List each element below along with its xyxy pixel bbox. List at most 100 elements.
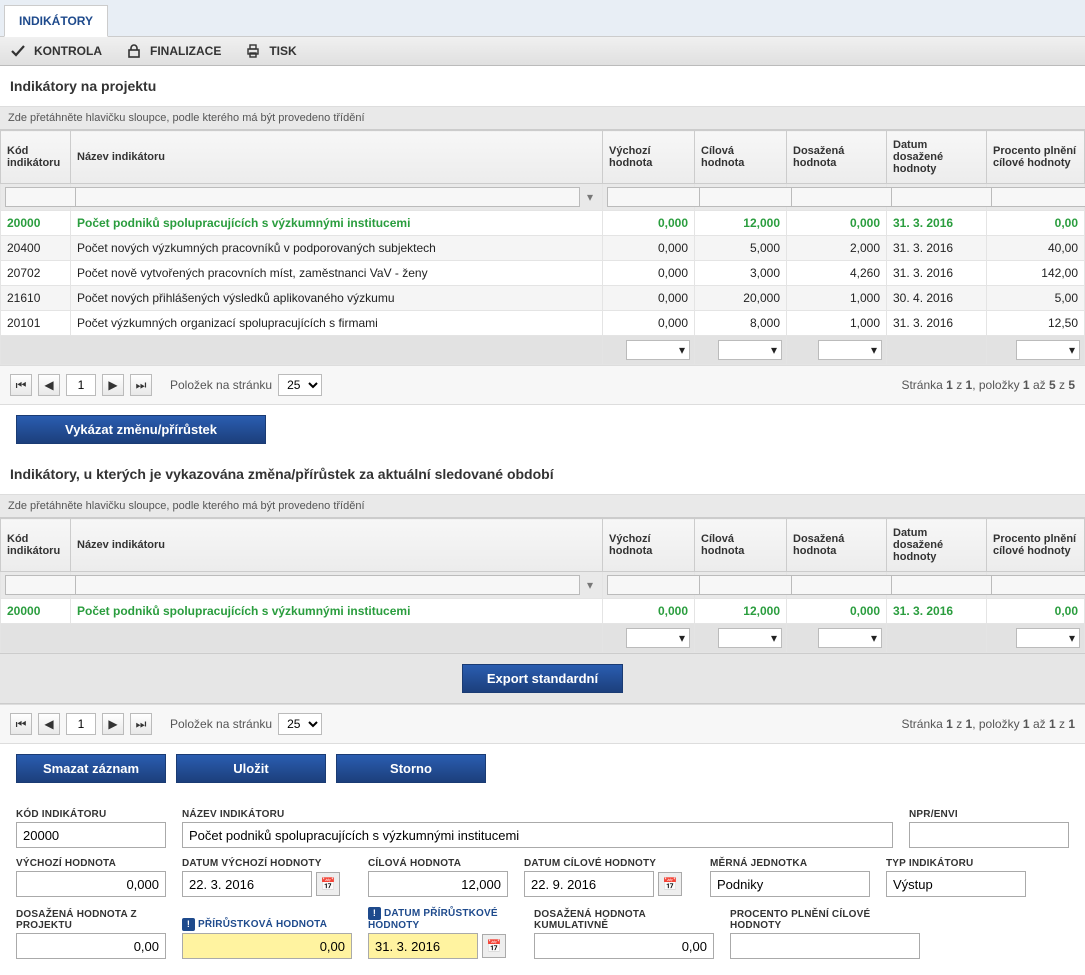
toolbar-finalizace[interactable]: FINALIZACE bbox=[126, 43, 221, 59]
pager-next[interactable]: ▶ bbox=[102, 374, 124, 396]
pager-first[interactable]: ⏮ bbox=[10, 374, 32, 396]
col-cilova[interactable]: Cílová hodnota bbox=[695, 131, 787, 184]
pager-page-input[interactable] bbox=[66, 713, 96, 735]
pager-prev[interactable]: ◀ bbox=[38, 713, 60, 735]
cell-dosazena: 2,000 bbox=[787, 236, 887, 261]
drag-hint: Zde přetáhněte hlavičku sloupce, podle k… bbox=[0, 107, 1085, 130]
col-datum[interactable]: Datum dosažené hodnoty bbox=[887, 131, 987, 184]
pager-size-select[interactable]: 25 bbox=[278, 713, 322, 735]
cell-datum: 31. 3. 2016 bbox=[887, 311, 987, 336]
table-row[interactable]: 20702Počet nově vytvořených pracovních m… bbox=[1, 261, 1085, 286]
footer-dropdown[interactable]: ▾ bbox=[626, 628, 690, 648]
footer-dropdown[interactable]: ▾ bbox=[718, 340, 782, 360]
col-kod[interactable]: Kód indikátoru bbox=[1, 131, 71, 184]
storno-button[interactable]: Storno bbox=[336, 754, 486, 783]
calendar-icon[interactable]: 📅 bbox=[658, 872, 682, 896]
pager-last[interactable]: ⏭ bbox=[130, 374, 152, 396]
export-button[interactable]: Export standardní bbox=[462, 664, 623, 693]
pager-next[interactable]: ▶ bbox=[102, 713, 124, 735]
label-kod: KÓD INDIKÁTORU bbox=[16, 809, 166, 820]
toolbar-kontrola[interactable]: KONTROLA bbox=[10, 43, 102, 59]
filter-icon[interactable]: ▾ bbox=[582, 187, 598, 207]
table-row[interactable]: 20000Počet podniků spolupracujících s vý… bbox=[1, 211, 1085, 236]
pager-2: ⏮ ◀ ▶ ⏭ Položek na stránku 25 Stránka 1 … bbox=[0, 704, 1085, 744]
footer-dropdown[interactable]: ▾ bbox=[1016, 340, 1080, 360]
input-typ[interactable] bbox=[886, 871, 1026, 897]
cell-procento: 40,00 bbox=[987, 236, 1085, 261]
toolbar-label: FINALIZACE bbox=[150, 44, 221, 58]
toolbar-tisk[interactable]: TISK bbox=[245, 43, 296, 59]
cell-vychozi: 0,000 bbox=[603, 261, 695, 286]
input-npr[interactable] bbox=[909, 822, 1069, 848]
col-kod[interactable]: Kód indikátoru bbox=[1, 519, 71, 572]
footer-dropdown[interactable]: ▾ bbox=[818, 628, 882, 648]
table-row[interactable]: 20101Počet výzkumných organizací spolupr… bbox=[1, 311, 1085, 336]
input-datvych[interactable] bbox=[182, 871, 312, 897]
col-procento[interactable]: Procento plnění cílové hodnoty bbox=[987, 131, 1085, 184]
label-datprir: !DATUM PŘÍRŮSTKOVÉ HODNOTY bbox=[368, 907, 518, 931]
input-merna[interactable] bbox=[710, 871, 870, 897]
cell-vychozi: 0,000 bbox=[603, 311, 695, 336]
filter-input[interactable] bbox=[75, 575, 580, 595]
table-row[interactable]: 20000Počet podniků spolupracujících s vý… bbox=[1, 599, 1085, 624]
input-datcil[interactable] bbox=[524, 871, 654, 897]
cell-nazev: Počet výzkumných organizací spolupracují… bbox=[71, 311, 603, 336]
input-proc[interactable] bbox=[730, 933, 920, 959]
input-nazev[interactable] bbox=[182, 822, 893, 848]
footer-dropdown[interactable]: ▾ bbox=[1016, 628, 1080, 648]
table-row[interactable]: 20400Počet nových výzkumných pracovníků … bbox=[1, 236, 1085, 261]
input-datprir[interactable] bbox=[368, 933, 478, 959]
ulozit-button[interactable]: Uložit bbox=[176, 754, 326, 783]
input-dosproj[interactable] bbox=[16, 933, 166, 959]
section-title-1: Indikátory na projektu bbox=[0, 66, 1085, 107]
pager-info: Stránka 1 z 1, položky 1 až 1 z 1 bbox=[901, 717, 1075, 731]
pager-prev[interactable]: ◀ bbox=[38, 374, 60, 396]
label-dosproj: DOSAŽENÁ HODNOTA Z PROJEKTU bbox=[16, 909, 166, 931]
col-vychozi[interactable]: Výchozí hodnota bbox=[603, 519, 695, 572]
filter-input[interactable] bbox=[75, 187, 580, 207]
calendar-icon[interactable]: 📅 bbox=[482, 934, 506, 958]
label-npr: NPR/ENVI bbox=[909, 809, 1069, 820]
filter-row: ▾ ▾ ▾ ▾ ▾ ▾ ▾ bbox=[1, 572, 1085, 599]
table-row[interactable]: 21610Počet nových přihlášených výsledků … bbox=[1, 286, 1085, 311]
filter-input[interactable] bbox=[991, 187, 1085, 207]
cell-nazev: Počet nových výzkumných pracovníků v pod… bbox=[71, 236, 603, 261]
input-kod[interactable] bbox=[16, 822, 166, 848]
pager-last[interactable]: ⏭ bbox=[130, 713, 152, 735]
col-dosazena[interactable]: Dosažená hodnota bbox=[787, 519, 887, 572]
col-vychozi[interactable]: Výchozí hodnota bbox=[603, 131, 695, 184]
grid-1: Kód indikátoru Název indikátoru Výchozí … bbox=[0, 130, 1085, 365]
col-dosazena[interactable]: Dosažená hodnota bbox=[787, 131, 887, 184]
cell-cilova: 8,000 bbox=[695, 311, 787, 336]
pager-size-select[interactable]: 25 bbox=[278, 374, 322, 396]
filter-input[interactable] bbox=[991, 575, 1085, 595]
check-icon bbox=[10, 43, 26, 59]
footer-dropdown[interactable]: ▾ bbox=[818, 340, 882, 360]
cell-dosazena: 0,000 bbox=[787, 599, 887, 624]
cell-cilova: 20,000 bbox=[695, 286, 787, 311]
input-vychozi[interactable] bbox=[16, 871, 166, 897]
cell-datum: 31. 3. 2016 bbox=[887, 599, 987, 624]
tab-indikatory[interactable]: INDIKÁTORY bbox=[4, 5, 108, 37]
section-title-2: Indikátory, u kterých je vykazována změn… bbox=[0, 454, 1085, 495]
col-procento[interactable]: Procento plnění cílové hodnoty bbox=[987, 519, 1085, 572]
cell-dosazena: 0,000 bbox=[787, 211, 887, 236]
col-nazev[interactable]: Název indikátoru bbox=[71, 519, 603, 572]
col-datum[interactable]: Datum dosažené hodnoty bbox=[887, 519, 987, 572]
lock-icon bbox=[126, 43, 142, 59]
smazat-button[interactable]: Smazat záznam bbox=[16, 754, 166, 783]
input-cilova[interactable] bbox=[368, 871, 508, 897]
calendar-icon[interactable]: 📅 bbox=[316, 872, 340, 896]
pager-first[interactable]: ⏮ bbox=[10, 713, 32, 735]
col-cilova[interactable]: Cílová hodnota bbox=[695, 519, 787, 572]
footer-dropdown[interactable]: ▾ bbox=[718, 628, 782, 648]
input-prir[interactable] bbox=[182, 933, 352, 959]
pager-page-input[interactable] bbox=[66, 374, 96, 396]
cell-nazev: Počet nových přihlášených výsledků aplik… bbox=[71, 286, 603, 311]
input-doskum[interactable] bbox=[534, 933, 714, 959]
filter-icon[interactable]: ▾ bbox=[582, 575, 598, 595]
col-nazev[interactable]: Název indikátoru bbox=[71, 131, 603, 184]
label-nazev: NÁZEV INDIKÁTORU bbox=[182, 809, 893, 820]
footer-dropdown[interactable]: ▾ bbox=[626, 340, 690, 360]
vykazat-button[interactable]: Vykázat změnu/přírůstek bbox=[16, 415, 266, 444]
